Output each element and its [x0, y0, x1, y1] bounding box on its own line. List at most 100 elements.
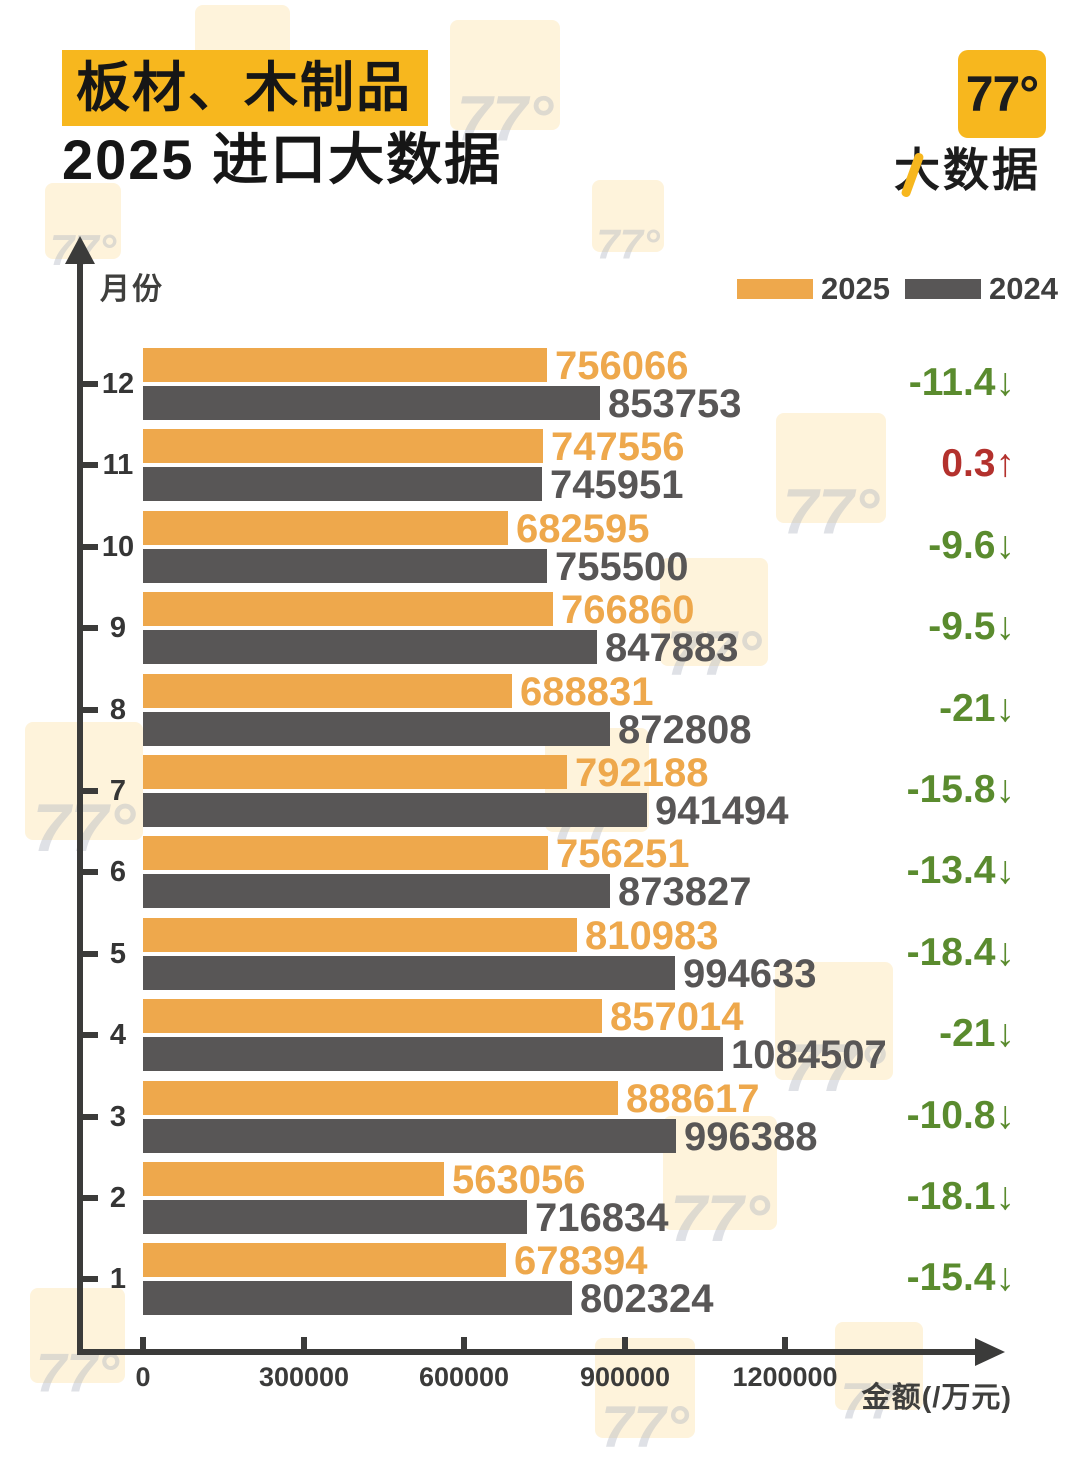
month-row: 12 756066 853753 -11.4↓ — [83, 344, 1015, 425]
bar-2025 — [143, 1243, 506, 1277]
y-axis-tick — [83, 1032, 98, 1038]
value-label-2024: 847883 — [605, 626, 739, 670]
x-axis-tick — [622, 1337, 628, 1351]
y-axis-tick — [83, 1276, 98, 1282]
y-axis-tick — [83, 1114, 98, 1120]
y-tick-label: 1 — [109, 1263, 127, 1295]
y-tick-label: 9 — [109, 612, 127, 644]
y-tick-label: 4 — [109, 1019, 127, 1051]
y-axis-title: 月份 — [100, 273, 164, 306]
month-row: 6 756251 873827 -13.4↓ — [83, 832, 1015, 913]
bar-2024 — [143, 630, 597, 664]
logo-degree-text: 77° — [965, 66, 1040, 122]
x-axis-title: 金额(/万元) — [861, 1382, 1012, 1414]
value-label-2025: 810983 — [585, 914, 719, 958]
value-label-2025: 792188 — [575, 751, 709, 795]
bar-2024 — [143, 1281, 572, 1315]
bar-chart-area: 12 756066 853753 -11.4↓ 11 747556 745951 0.3↑ 10… — [83, 344, 1015, 1338]
bar-2024 — [143, 549, 547, 583]
bar-2024 — [143, 467, 542, 501]
value-label-2025: 756066 — [555, 344, 689, 388]
y-axis-tick — [83, 381, 98, 387]
month-row: 3 888617 996388 -10.8↓ — [83, 1077, 1015, 1158]
bar-2024 — [143, 712, 610, 746]
y-tick-label: 10 — [101, 531, 135, 563]
change-label: -15.4↓ — [906, 1256, 1015, 1299]
month-row: 1 678394 802324 -15.4↓ — [83, 1239, 1015, 1320]
change-label: -21↓ — [939, 1012, 1015, 1055]
y-tick-label: 3 — [109, 1101, 127, 1133]
title-highlight: 板材、木制品 — [62, 50, 428, 126]
change-label: -21↓ — [939, 687, 1015, 730]
month-row: 4 857014 1084507 -21↓ — [83, 995, 1015, 1076]
bar-2025 — [143, 755, 567, 789]
legend-swatch-2024 — [905, 279, 981, 299]
bar-2024 — [143, 956, 675, 990]
value-label-2024: 941494 — [655, 789, 789, 833]
watermark-77-icon: 77° — [592, 180, 664, 265]
bar-2024 — [143, 1037, 723, 1071]
y-axis-arrow-icon — [65, 236, 95, 264]
change-label: -15.8↓ — [906, 768, 1015, 811]
month-row: 5 810983 994633 -18.4↓ — [83, 914, 1015, 995]
value-label-2025: 747556 — [551, 425, 685, 469]
y-axis-tick — [83, 788, 98, 794]
value-label-2025: 678394 — [514, 1239, 648, 1283]
y-tick-label: 8 — [109, 694, 127, 726]
month-row: 2 563056 716834 -18.1↓ — [83, 1159, 1015, 1239]
change-label: -18.4↓ — [906, 931, 1015, 974]
x-axis-line — [77, 1349, 977, 1355]
bar-2025 — [143, 918, 577, 952]
legend-swatch-2025 — [737, 279, 813, 299]
x-axis-tick — [301, 1337, 307, 1351]
bar-2025 — [143, 836, 548, 870]
y-axis-tick — [83, 869, 98, 875]
value-label-2025: 756251 — [556, 832, 690, 876]
change-label: -10.8↓ — [906, 1094, 1015, 1137]
bar-2024 — [143, 874, 610, 908]
value-label-2024: 873827 — [618, 870, 752, 914]
change-label: -18.1↓ — [906, 1175, 1015, 1218]
month-row: 7 792188 941494 -15.8↓ — [83, 751, 1015, 832]
month-row: 10 682595 755500 -9.6↓ — [83, 507, 1015, 588]
y-tick-label: 11 — [102, 449, 134, 481]
x-axis-tick — [140, 1337, 146, 1351]
value-label-2025: 857014 — [610, 995, 744, 1039]
y-tick-label: 12 — [101, 368, 135, 400]
value-label-2024: 872808 — [618, 708, 752, 752]
bar-2024 — [143, 793, 647, 827]
month-row: 9 766860 847883 -9.5↓ — [83, 588, 1015, 669]
y-tick-label: 2 — [109, 1182, 127, 1214]
y-axis-tick — [83, 951, 98, 957]
value-label-2024: 996388 — [684, 1115, 818, 1159]
legend-label-2024: 2024 — [989, 271, 1058, 306]
x-axis-tick — [782, 1337, 788, 1351]
bar-2024 — [143, 386, 600, 420]
bar-2025 — [143, 1081, 618, 1115]
title-subline: 2025 进口大数据 — [62, 128, 503, 191]
y-tick-label: 5 — [109, 938, 127, 970]
bar-2024 — [143, 1119, 676, 1153]
x-tick-label: 300000 — [258, 1362, 350, 1392]
value-label-2025: 688831 — [520, 670, 654, 714]
y-axis-tick — [83, 1195, 98, 1201]
x-tick-label: 900000 — [579, 1362, 671, 1392]
y-axis-tick — [83, 462, 98, 468]
change-label: -13.4↓ — [906, 849, 1015, 892]
value-label-2024: 716834 — [535, 1196, 669, 1240]
bar-2025 — [143, 348, 547, 382]
value-label-2025: 766860 — [561, 588, 695, 632]
x-tick-label: 0 — [135, 1362, 151, 1392]
x-tick-label: 600000 — [418, 1362, 510, 1392]
value-label-2025: 682595 — [516, 507, 650, 551]
legend-label-2025: 2025 — [821, 271, 890, 306]
y-axis-line — [77, 262, 83, 1355]
y-axis-tick — [83, 544, 98, 550]
month-row: 8 688831 872808 -21↓ — [83, 670, 1015, 751]
bar-2024 — [143, 1200, 527, 1234]
value-label-2025: 888617 — [626, 1077, 760, 1121]
x-axis-tick — [461, 1337, 467, 1351]
y-axis-tick — [83, 625, 98, 631]
brand-logo-77-icon: 77° — [958, 50, 1046, 138]
